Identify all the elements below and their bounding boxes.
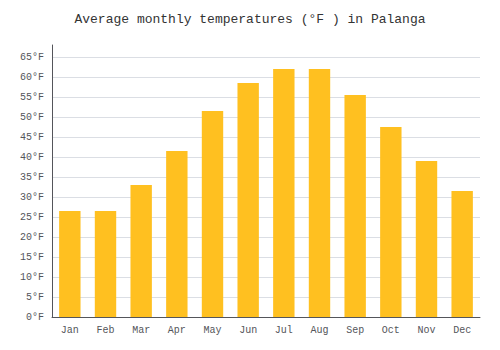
- svg-text:25°F: 25°F: [20, 212, 44, 223]
- svg-text:Mar: Mar: [132, 325, 150, 336]
- svg-text:40°F: 40°F: [20, 152, 44, 163]
- svg-text:Jan: Jan: [61, 325, 79, 336]
- svg-text:Nov: Nov: [417, 325, 435, 336]
- svg-text:Jun: Jun: [239, 325, 257, 336]
- svg-text:30°F: 30°F: [20, 192, 44, 203]
- svg-text:Average monthly temperatures (: Average monthly temperatures (°F ) in Pa…: [74, 12, 425, 27]
- svg-text:Aug: Aug: [310, 325, 328, 336]
- svg-text:55°F: 55°F: [20, 92, 44, 103]
- svg-text:Oct: Oct: [382, 325, 400, 336]
- svg-text:Apr: Apr: [168, 325, 186, 336]
- svg-text:45°F: 45°F: [20, 132, 44, 143]
- svg-text:Feb: Feb: [96, 325, 114, 336]
- svg-text:5°F: 5°F: [26, 292, 44, 303]
- svg-text:Jul: Jul: [275, 325, 293, 336]
- svg-text:0°F: 0°F: [26, 312, 44, 323]
- svg-text:Dec: Dec: [453, 325, 471, 336]
- svg-text:15°F: 15°F: [20, 252, 44, 263]
- svg-text:10°F: 10°F: [20, 272, 44, 283]
- svg-text:Sep: Sep: [346, 325, 364, 336]
- svg-text:50°F: 50°F: [20, 112, 44, 123]
- svg-text:65°F: 65°F: [20, 52, 44, 63]
- svg-text:60°F: 60°F: [20, 72, 44, 83]
- svg-text:20°F: 20°F: [20, 232, 44, 243]
- svg-text:35°F: 35°F: [20, 172, 44, 183]
- svg-text:May: May: [203, 325, 221, 336]
